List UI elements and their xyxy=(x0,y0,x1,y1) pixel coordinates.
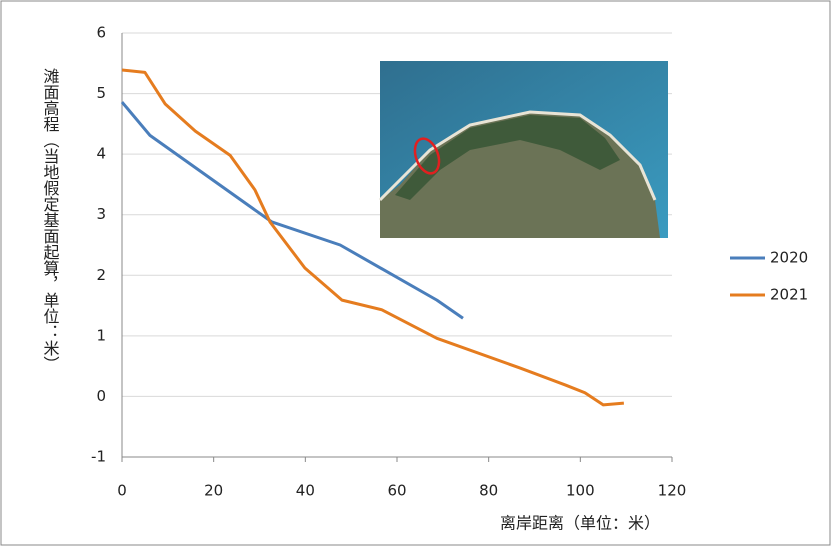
y-axis-label: 滩面高程（当地假定基面起算，单位：米） xyxy=(41,68,60,372)
x-axis-label: 离岸距离（单位：米） xyxy=(500,514,660,533)
y-tick-label: 1 xyxy=(96,326,106,344)
chart: 滩面高程（当地假定基面起算，单位：米） 离岸距离（单位：米） -1 0 1 2 3 4 5 6… xyxy=(0,0,833,548)
x-tick-label: 20 xyxy=(204,482,223,500)
x-tick-label: 60 xyxy=(387,482,406,500)
y-tick-label: -1 xyxy=(91,448,106,466)
y-tick-label: 2 xyxy=(96,266,106,284)
y-tick-label: 4 xyxy=(96,145,106,163)
y-tick-label: 0 xyxy=(96,387,106,405)
x-tick-label: 0 xyxy=(117,482,127,500)
y-tick-label: 3 xyxy=(96,205,106,223)
x-tick-label: 120 xyxy=(658,482,687,500)
legend-label: 2021 xyxy=(770,286,808,304)
x-tick-label: 80 xyxy=(479,482,498,500)
y-tick-label: 6 xyxy=(96,24,106,42)
x-tick-label: 100 xyxy=(566,482,595,500)
y-tick-label: 5 xyxy=(96,84,106,102)
inset-photo xyxy=(380,61,668,238)
legend-label: 2020 xyxy=(770,249,808,267)
x-tick-label: 40 xyxy=(296,482,315,500)
